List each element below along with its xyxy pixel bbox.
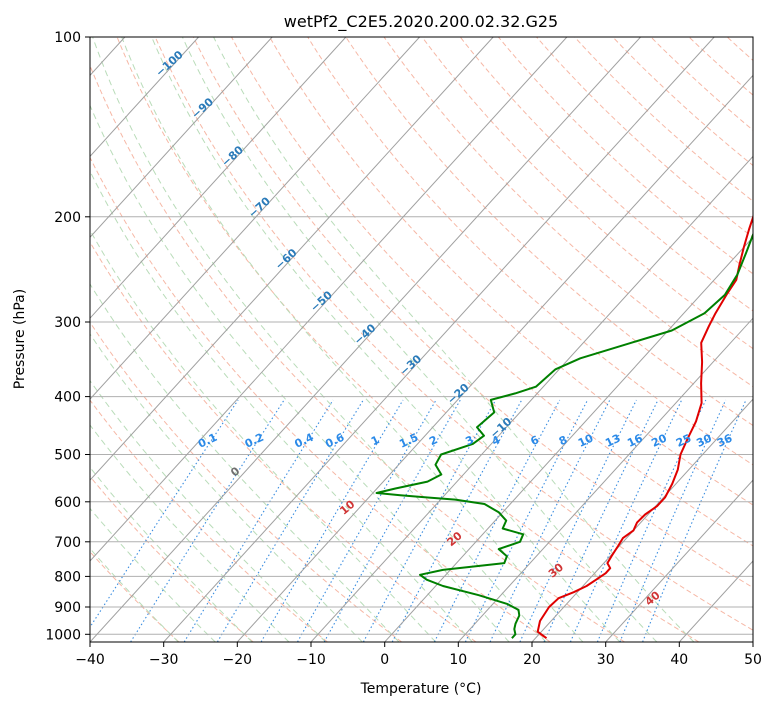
- isotherm-line: [90, 37, 347, 319]
- dry-adiabat-line: [498, 37, 753, 275]
- dry-adiabat-line: [574, 37, 753, 202]
- mixing-ratio-line: [489, 399, 611, 642]
- x-tick-label: 50: [744, 652, 762, 668]
- plot-area: −100−90−80−70−60−50−40−30−20−10 0.1 0.2 0.…: [90, 37, 753, 642]
- x-tick-label: 40: [670, 652, 688, 668]
- pressure-gridlines: [90, 37, 753, 635]
- mixing-ratio-line: [216, 399, 364, 642]
- mixing-ratio-line: [433, 399, 561, 642]
- dry-adiabat-line: [90, 156, 551, 642]
- isotherm-line: [605, 479, 753, 642]
- moist-adiabat-line: [90, 170, 473, 642]
- dry-adiabat-line: [90, 475, 254, 642]
- isotherm-line: [457, 317, 753, 642]
- isotherm-line: [90, 37, 199, 158]
- dry-adiabat-line: [192, 37, 753, 589]
- isotherm-line: [310, 155, 753, 642]
- mixing-ratio-label: 10: [576, 431, 596, 449]
- mixing-ratio-label: 20: [649, 431, 669, 449]
- temperature-profile-line: [536, 212, 753, 640]
- moist-adiabat-line: [90, 424, 290, 642]
- moist-adiabat-line: [90, 104, 510, 642]
- y-tick-label: 700: [54, 535, 81, 551]
- dry-adiabat-line: [307, 37, 753, 466]
- y-tick-label: 900: [54, 600, 81, 616]
- dry-adiabat-line: [231, 37, 753, 547]
- mixing-ratio-label: 16: [625, 431, 645, 449]
- mixing-ratio-label: 36: [715, 431, 735, 449]
- mixing-ratio-line: [519, 399, 637, 642]
- y-tick-label: 100: [54, 30, 81, 46]
- y-axis-title: Pressure (hPa): [12, 289, 28, 389]
- dry-adiabat-line: [383, 37, 753, 388]
- moist-adiabat-line: [92, 37, 547, 642]
- mixing-ratio-line: [183, 399, 334, 642]
- isotherm-line: [90, 37, 273, 238]
- x-tick-label: 20: [523, 652, 541, 668]
- skewed-isotherms: [90, 37, 753, 642]
- dry-adiabat-line: [90, 241, 477, 642]
- mixing-ratio-label: 13: [603, 432, 622, 450]
- x-axis-title: Temperature (°C): [360, 681, 482, 697]
- mixing-ratio-line: [90, 399, 239, 629]
- mixing-ratio-line: [362, 399, 497, 642]
- x-tick-label: 0: [380, 652, 389, 668]
- isotherm-line: [163, 37, 715, 642]
- isotherm-line: [90, 37, 494, 481]
- dry-adiabat-line: [90, 321, 403, 642]
- x-tick-label: −40: [75, 652, 105, 668]
- y-tick-label: 500: [54, 448, 81, 464]
- mixing-ratio-line: [543, 399, 659, 642]
- y-tick-label: 800: [54, 569, 81, 585]
- x-tick-label: −30: [149, 652, 179, 668]
- x-tick-label: 30: [597, 652, 615, 668]
- x-tick-label: −20: [223, 652, 253, 668]
- moist-adiabats: [90, 37, 695, 642]
- plot-frame: [89, 36, 754, 643]
- mixing-ratio-label: 30: [694, 431, 714, 449]
- moist-adiabat-line: [90, 229, 437, 642]
- mixing-ratio-label: 25: [674, 432, 693, 450]
- y-tick-label: 200: [54, 210, 81, 226]
- mixing-ratio-line: [297, 399, 437, 642]
- series-layer: [375, 212, 753, 640]
- dry-adiabat-line: [421, 37, 753, 350]
- dry-adiabat-line: [116, 37, 700, 642]
- mixing-ratio-labels: 0.1 0.2 0.4 0.6 1 1.5 2 3 4 6 8 10 13 16 20 25 30 36: [196, 431, 735, 451]
- dry-adiabat-line: [612, 37, 753, 167]
- isotherm-line: [384, 236, 753, 642]
- y-axis: 100 200 300 400 500 600 700 800 900 1000: [45, 30, 90, 643]
- moist-adiabat-line: [151, 37, 621, 642]
- dry-adiabat-line: [90, 64, 625, 642]
- mixing-ratio-line: [391, 399, 523, 642]
- y-tick-label: 600: [54, 495, 81, 511]
- mixing-ratio-line: [464, 399, 589, 642]
- isotherm-line: [90, 37, 420, 400]
- mixing-ratio-line: [569, 399, 683, 642]
- dry-adiabat-line: [90, 399, 328, 642]
- y-tick-label: 1000: [45, 627, 81, 643]
- moist-adiabat-line: [181, 37, 658, 642]
- isotherm-line: [90, 37, 568, 562]
- x-axis: −40 −30 −20 −10 0 10 20 30 40 50: [75, 642, 762, 668]
- y-tick-label: 400: [54, 390, 81, 406]
- chart-title: wetPf2_C2E5.2020.200.02.32.G25: [284, 12, 558, 32]
- dry-adiabat-line: [154, 37, 753, 631]
- dry-adiabats: [90, 37, 753, 642]
- isotherm-line: [236, 74, 753, 642]
- isotherm-line: [531, 398, 753, 642]
- dry-adiabat-line: [345, 37, 753, 427]
- x-tick-label: −10: [296, 652, 326, 668]
- moist-adiabat-line: [121, 37, 584, 642]
- isotherm-line: [90, 37, 641, 642]
- x-tick-label: 10: [449, 652, 467, 668]
- dewpoint-profile-line: [375, 231, 753, 639]
- y-tick-label: 300: [54, 315, 81, 331]
